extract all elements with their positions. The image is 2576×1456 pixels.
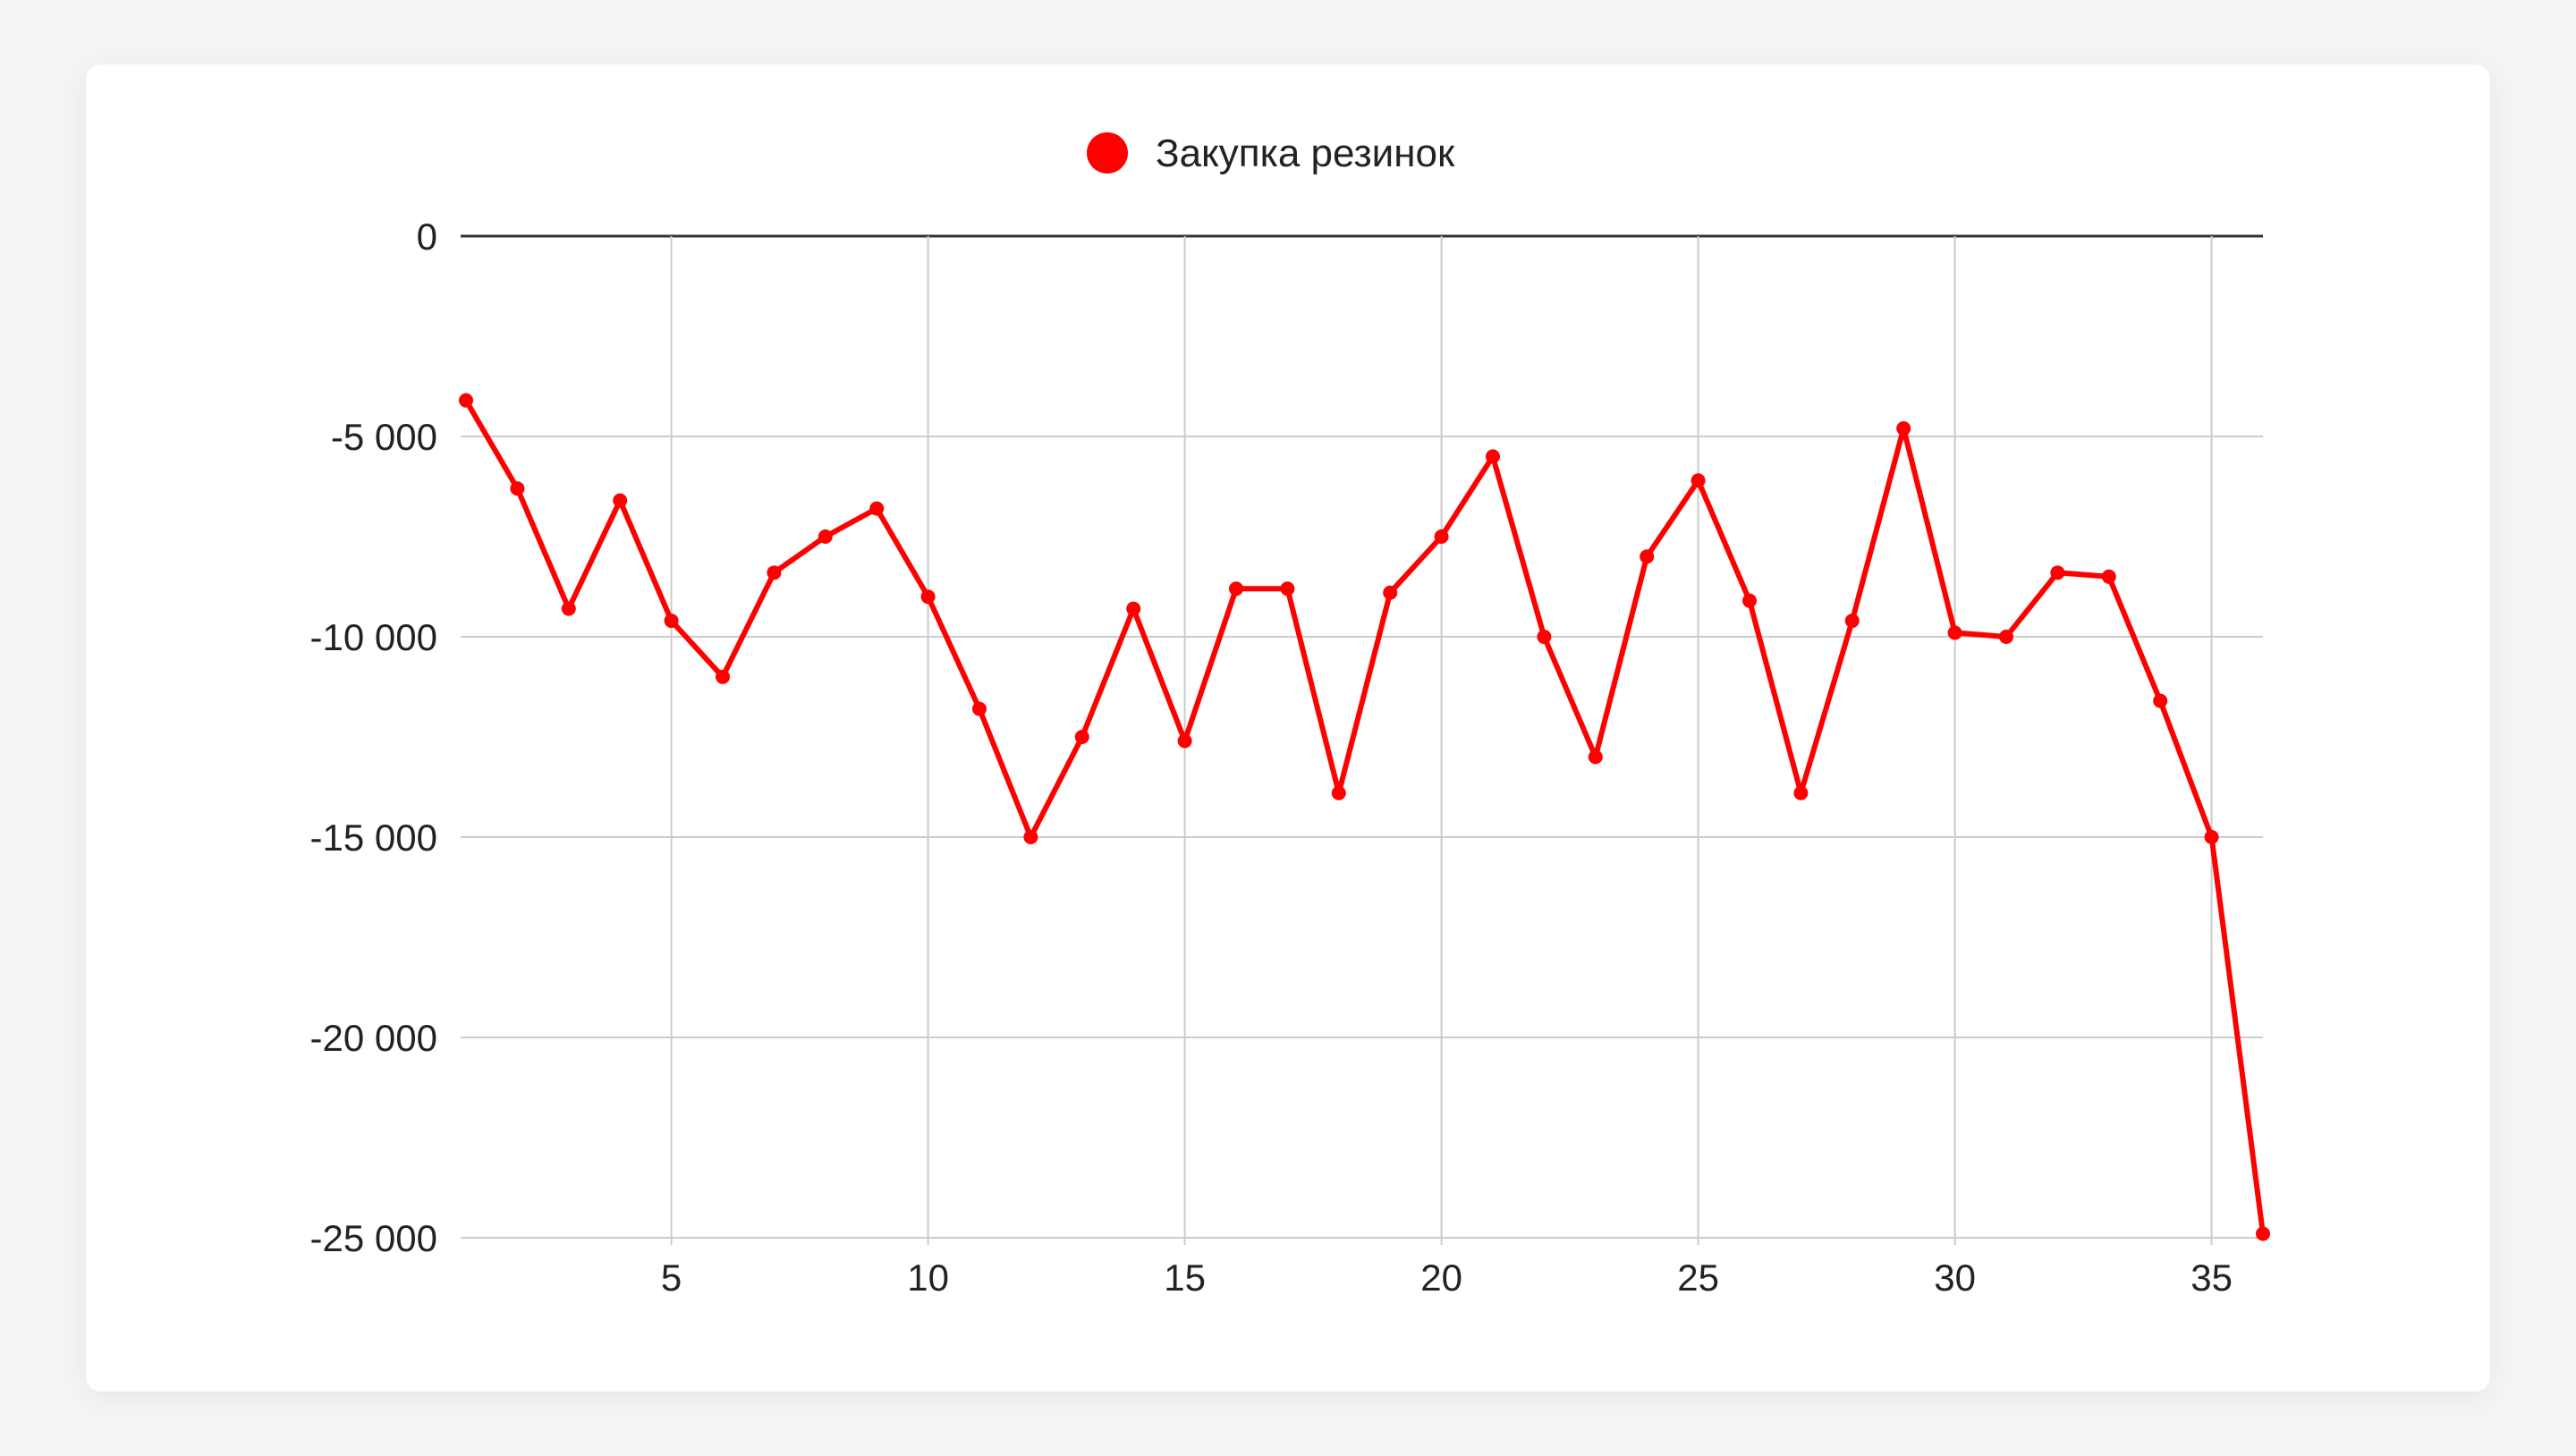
data-point	[972, 701, 987, 716]
y-tick-label: 0	[417, 216, 437, 258]
data-point	[1229, 581, 1243, 597]
data-point	[1126, 601, 1141, 616]
data-point	[1999, 630, 2013, 644]
data-point	[767, 565, 782, 580]
data-point	[1690, 473, 1706, 488]
legend: Закупка резинок	[1087, 131, 1455, 175]
data-point	[2204, 830, 2219, 844]
data-point	[1793, 785, 1809, 800]
data-point	[459, 393, 473, 408]
data-point	[2153, 693, 2168, 708]
data-point	[510, 481, 525, 496]
data-point	[1896, 421, 1911, 436]
data-point	[1486, 449, 1500, 464]
data-point	[2050, 565, 2065, 580]
data-point	[1588, 749, 1603, 765]
data-point	[1023, 830, 1038, 844]
y-tick-label: -20 000	[310, 1017, 437, 1059]
data-point	[613, 493, 628, 508]
legend-marker	[1087, 132, 1128, 174]
data-point	[1280, 581, 1295, 597]
x-tick-label: 15	[1164, 1257, 1206, 1299]
data-point	[1331, 785, 1346, 800]
x-tick-label: 20	[1420, 1257, 1462, 1299]
data-point	[716, 669, 730, 684]
x-tick-label: 30	[1934, 1257, 1976, 1299]
series	[459, 393, 2270, 1241]
data-point	[1383, 585, 1398, 600]
x-tick-label: 10	[907, 1257, 949, 1299]
y-tick-label: -5 000	[331, 416, 437, 458]
data-point	[818, 529, 833, 544]
data-point	[1434, 529, 1449, 544]
data-point	[1844, 614, 1860, 629]
x-tick-label: 25	[1677, 1257, 1719, 1299]
data-point	[1177, 733, 1192, 749]
series-line	[463, 397, 2266, 1237]
y-tick-label: -15 000	[310, 817, 437, 859]
grid	[461, 234, 2263, 1245]
data-point	[1537, 630, 1552, 644]
data-point	[2256, 1226, 2270, 1241]
data-point	[664, 614, 679, 629]
legend-label: Закупка резинок	[1156, 131, 1455, 175]
data-point	[920, 589, 936, 605]
axes: 0 -5 000 -10 000 -15 000 -20 000 -25 000 5 10 15…	[310, 216, 2233, 1299]
line-chart: 0 -5 000 -10 000 -15 000 -20 000 -25 000 5 10 15…	[310, 131, 2270, 1299]
data-point	[561, 601, 576, 616]
data-point	[2101, 569, 2116, 584]
y-tick-label: -10 000	[310, 616, 437, 658]
data-point	[1947, 625, 1962, 640]
data-point	[1640, 549, 1655, 564]
data-point	[1074, 730, 1089, 744]
x-tick-label: 35	[2190, 1257, 2233, 1299]
data-point	[1742, 593, 1757, 608]
x-tick-label: 5	[661, 1257, 682, 1299]
y-tick-label: -25 000	[310, 1217, 437, 1259]
data-point	[869, 501, 885, 516]
chart-card: 0 -5 000 -10 000 -15 000 -20 000 -25 000 5 10 15…	[86, 64, 2490, 1392]
